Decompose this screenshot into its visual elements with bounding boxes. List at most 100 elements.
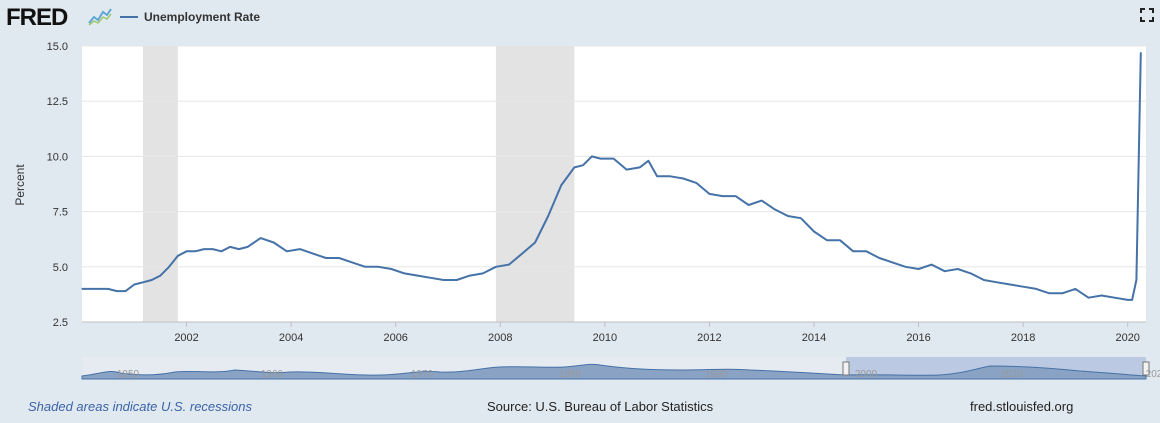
series-point	[430, 277, 432, 279]
series-point	[983, 279, 985, 281]
series-point	[1140, 52, 1142, 54]
series-point	[573, 166, 576, 168]
series-point	[560, 184, 562, 186]
y-tick-label: 2.5	[53, 317, 68, 329]
series-point	[286, 250, 288, 252]
series-point	[1127, 299, 1129, 301]
series-point	[90, 288, 92, 290]
unemployment-series-line	[82, 52, 1142, 301]
series-point	[1009, 283, 1011, 286]
series-point	[116, 290, 118, 292]
series-point	[656, 175, 658, 177]
series-point	[508, 264, 510, 266]
series-point	[1022, 286, 1024, 288]
series-point	[708, 193, 711, 195]
series-point	[839, 239, 841, 241]
site-link[interactable]: fred.stlouisfed.org	[970, 399, 1074, 414]
series-point	[177, 255, 179, 257]
legend-label: Unemployment Rate	[144, 10, 261, 24]
x-tick-label: 2002	[174, 332, 198, 344]
series-point	[81, 288, 83, 290]
series-point	[186, 250, 188, 252]
series-point	[107, 288, 109, 290]
recession-note-link[interactable]: Shaded areas indicate U.S. recessions	[28, 399, 253, 414]
series-point	[98, 288, 100, 290]
navigator-label: 1960	[261, 369, 284, 380]
navigator-label: 2000	[855, 369, 878, 380]
series-point	[944, 270, 946, 272]
series-point	[826, 239, 828, 241]
series-point	[469, 275, 471, 277]
series-point	[761, 200, 763, 202]
fred-logo[interactable]: FRED	[6, 4, 68, 31]
navigator-label: 202	[1146, 369, 1160, 380]
series-point	[312, 253, 314, 255]
series-point	[299, 248, 301, 250]
series-point	[351, 261, 353, 263]
x-tick-label: 2014	[802, 332, 826, 344]
series-point	[194, 250, 196, 252]
series-point	[582, 164, 584, 166]
series-point	[1074, 288, 1076, 290]
navigator-label: 1970	[411, 369, 434, 380]
navigator-label: 2010	[1001, 369, 1024, 380]
navigator-handle-right[interactable]	[1142, 361, 1150, 376]
series-point	[416, 275, 419, 277]
series-point	[220, 250, 222, 252]
series-point	[133, 283, 135, 286]
navigator-handle-left[interactable]	[842, 361, 850, 376]
y-tick-labels: 2.5 5.0 7.5 10.0 12.5 15.0	[47, 41, 68, 329]
series-point	[695, 182, 697, 184]
series-point	[482, 272, 484, 274]
chart-legend: Unemployment Rate	[120, 10, 260, 24]
series-point	[891, 261, 894, 263]
navigator[interactable]: 1950 1960 1970 1980 1990 2000 2010 202	[81, 357, 1160, 380]
series-point	[495, 266, 497, 268]
series-point	[682, 177, 684, 180]
series-point	[931, 264, 933, 266]
x-tick-label: 2016	[906, 332, 930, 344]
series-point	[364, 266, 366, 268]
series-point	[957, 268, 959, 270]
series-point	[1131, 299, 1133, 301]
series-point	[390, 268, 392, 270]
series-point	[591, 155, 593, 157]
y-tick-label: 10.0	[47, 151, 68, 163]
series-point	[996, 281, 998, 283]
navigator-label: 1950	[117, 369, 140, 380]
logo-graph-icon	[88, 6, 112, 26]
series-point	[813, 230, 815, 233]
series-point	[721, 195, 724, 197]
series-point	[1087, 297, 1090, 299]
y-tick-label: 12.5	[47, 96, 68, 108]
series-point	[247, 246, 249, 248]
source-text: Source: U.S. Bureau of Labor Statistics	[487, 399, 714, 414]
series-point	[1035, 288, 1037, 290]
series-point	[669, 175, 671, 177]
series-point	[325, 257, 327, 259]
series-point	[1114, 297, 1116, 299]
series-point	[125, 290, 127, 292]
series-point	[212, 248, 214, 250]
unemployment-chart: 2.55.07.510.012.515.0 2002 2004 2006 2008 20…	[13, 41, 1160, 380]
series-point	[151, 279, 153, 281]
series-point	[639, 166, 641, 168]
series-point	[159, 275, 161, 277]
series-point	[878, 257, 880, 259]
series-point	[626, 169, 628, 171]
series-point	[852, 250, 854, 252]
x-tick-label: 2018	[1011, 332, 1035, 344]
x-tick-labels: 2002 2004 2006 2008 2010 2012 2014 2016 2018 2020	[174, 322, 1140, 344]
navigator-labels: 1950 1960 1970 1980 1990 2000 2010 202	[117, 369, 1160, 380]
series-point	[547, 215, 549, 217]
y-tick-label: 5.0	[53, 262, 68, 274]
series-point	[142, 281, 144, 283]
series-point	[534, 241, 536, 244]
plot-area	[82, 46, 1146, 322]
series-point	[613, 158, 615, 160]
series-points	[81, 52, 1142, 301]
series-point	[1048, 292, 1050, 294]
series-point	[238, 248, 240, 250]
fullscreen-icon[interactable]	[1140, 8, 1154, 22]
series-point	[865, 250, 867, 252]
